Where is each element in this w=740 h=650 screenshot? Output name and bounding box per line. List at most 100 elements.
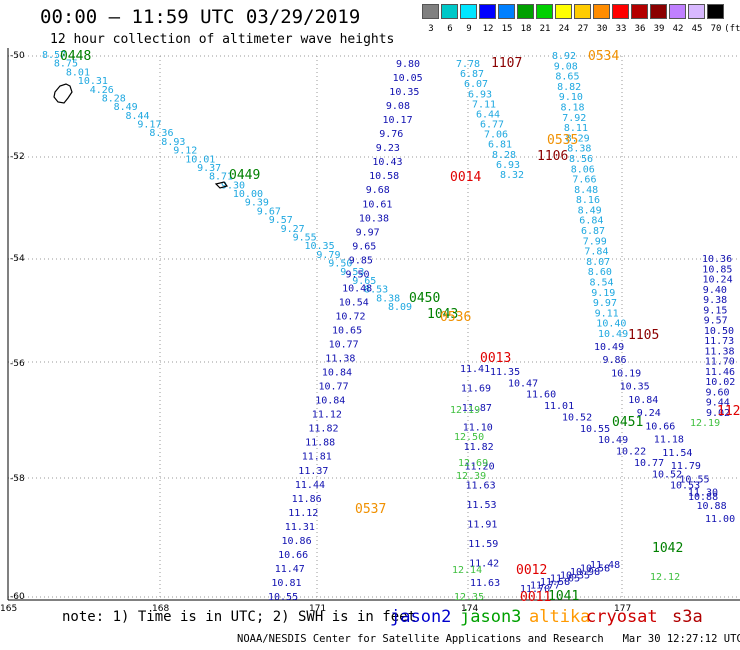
wave-height-value: 11.91 <box>467 520 497 531</box>
legend-label: 45 <box>691 24 703 34</box>
wave-height-value: 10.77 <box>329 340 359 351</box>
wave-height-value: 9.97 <box>356 227 380 238</box>
credit-line: NOAA/NESDIS Center for Satellite Applica… <box>237 633 740 645</box>
wave-height-value: 9.11 <box>595 308 619 319</box>
wave-height-value: 9.39 <box>245 198 269 209</box>
wave-height-value: 11.82 <box>464 442 494 453</box>
wave-height-value: 9.97 <box>593 298 617 309</box>
wave-height-value: 10.35 <box>560 570 590 581</box>
wave-height-value: 7.92 <box>562 113 586 124</box>
wave-height-value: 11.37 <box>298 466 328 477</box>
wave-height-value: 7.11 <box>472 99 496 110</box>
wave-height-value: 10.58 <box>580 563 610 574</box>
pass-id-label: 0011 <box>520 590 551 605</box>
wave-height-value: 7.99 <box>583 236 607 247</box>
wave-height-value: 10.22 <box>616 447 646 458</box>
wave-height-value: 11.70 <box>705 357 735 368</box>
wave-height-value: 11.35 <box>490 367 520 378</box>
wave-height-value: 11.20 <box>465 461 495 472</box>
wave-height-value: 10.49 <box>594 342 624 353</box>
wave-height-value: 12.69 <box>458 458 488 469</box>
wave-height-value: 11.63 <box>466 481 496 492</box>
latitude-label: -52 <box>10 152 25 162</box>
map-subtitle: 12 hour collection of altimeter wave hei… <box>50 32 395 47</box>
wave-height-value: 11.05 <box>550 574 580 585</box>
wave-height-value: 9.53 <box>340 267 364 278</box>
pass-id-label: 112 <box>717 404 740 419</box>
legend-unit: (ft) <box>724 24 740 34</box>
legend-swatch <box>612 4 629 19</box>
wave-height-value: 10.50 <box>704 326 734 337</box>
pass-id-label: 0012 <box>516 563 547 578</box>
wave-height-value: 10.58 <box>369 171 399 182</box>
wave-height-value: 11.46 <box>705 367 735 378</box>
wave-height-value: 8.38 <box>376 293 400 304</box>
pass-id-label: 0449 <box>229 168 260 183</box>
wave-height-value: 10.65 <box>332 326 362 337</box>
wave-height-value: 10.52 <box>562 413 592 424</box>
wave-height-value: 8.44 <box>126 111 150 122</box>
wave-height-value: 10.38 <box>359 213 389 224</box>
wave-height-value: 12.35 <box>454 592 484 603</box>
wave-height-value: 11.53 <box>466 500 496 511</box>
wave-height-value: 10.01 <box>185 154 215 165</box>
legend-swatch <box>574 4 591 19</box>
wave-height-value: 10.36 <box>702 254 732 265</box>
wave-height-value: 8.56 <box>569 154 593 165</box>
wave-height-value: 9.80 <box>396 59 420 70</box>
satellite-key-item: cryosat <box>586 607 658 627</box>
legend-label: 12 <box>482 24 494 34</box>
wave-height-value: 8.93 <box>161 137 185 148</box>
legend-swatch <box>441 4 458 19</box>
wave-height-value: 9.15 <box>703 305 727 316</box>
legend-label: 3 <box>428 24 434 34</box>
wave-height-value: 10.55 <box>268 592 298 603</box>
wave-height-value: 9.57 <box>269 215 293 226</box>
legend-swatch <box>707 4 724 19</box>
wave-height-value: 10.72 <box>335 312 365 323</box>
wave-height-value: 7.84 <box>584 247 608 258</box>
wave-height-value: 8.28 <box>492 150 516 161</box>
wave-height-value: 6.87 <box>581 226 605 237</box>
wave-height-value: 9.50 <box>328 259 352 270</box>
wave-height-value: 12.50 <box>454 432 484 443</box>
wave-height-value: 10.85 <box>702 264 732 275</box>
longitude-label: 177 <box>614 604 631 614</box>
wave-height-value: 8.71 <box>209 172 233 183</box>
legend-swatch <box>536 4 553 19</box>
legend-label: 36 <box>634 24 646 34</box>
wave-height-value: 8.49 <box>578 205 602 216</box>
wave-height-value: 8.11 <box>564 123 588 134</box>
wave-height-value: 8.38 <box>567 144 591 155</box>
wave-height-value: 8.01 <box>66 67 90 78</box>
wave-height-value: 11.01 <box>544 401 574 412</box>
legend-label: 18 <box>520 24 532 34</box>
wave-height-value: 7.06 <box>484 130 508 141</box>
wave-height-value: 10.05 <box>393 73 423 84</box>
wave-height-value: 8.48 <box>574 185 598 196</box>
latitude-label: -60 <box>10 592 25 602</box>
satellite-key-item: altika <box>529 607 591 627</box>
wave-height-value: 9.65 <box>352 276 376 287</box>
wave-height-value: 12.19 <box>690 418 720 429</box>
wave-height-value: 10.77 <box>634 458 664 469</box>
wave-height-value: 9.17 <box>137 120 161 131</box>
wave-height-value: 12.39 <box>456 471 486 482</box>
wave-height-value: 11.70 <box>520 584 550 595</box>
wave-height-value: 6.87 <box>460 69 484 80</box>
wave-height-value: 8.54 <box>590 278 614 289</box>
longitude-label: 168 <box>152 604 169 614</box>
wave-height-value: 6.77 <box>480 120 504 131</box>
legend-swatch <box>688 4 705 19</box>
pass-id-label: 1043 <box>427 307 458 322</box>
wave-height-value: 8.82 <box>557 82 581 93</box>
wave-height-value: 8.65 <box>555 72 579 83</box>
wave-height-value: 11.73 <box>704 336 734 347</box>
wave-height-value: 9.44 <box>706 398 730 409</box>
pass-id-label: 0450 <box>409 291 440 306</box>
wave-height-value: 10.84 <box>322 368 352 379</box>
legend-label: 24 <box>558 24 570 34</box>
island-outline <box>53 83 229 189</box>
wave-height-value: 10.81 <box>271 578 301 589</box>
wave-height-value: 9.79 <box>316 250 340 261</box>
